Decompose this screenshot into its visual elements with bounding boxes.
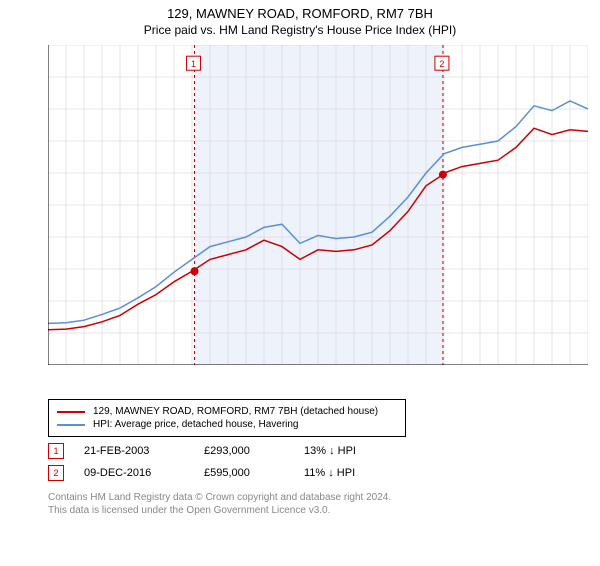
sale-marker-icon: 2 — [48, 465, 64, 481]
legend-swatch — [57, 411, 85, 413]
chart-title: 129, MAWNEY ROAD, ROMFORD, RM7 7BH — [0, 6, 600, 21]
legend-swatch — [57, 424, 85, 426]
chart-container: 129, MAWNEY ROAD, ROMFORD, RM7 7BH Price… — [0, 6, 600, 566]
chart-area: £0£100K£200K£300K£400K£500K£600K£700K£80… — [48, 45, 588, 395]
attribution: Contains HM Land Registry data © Crown c… — [48, 491, 600, 517]
sale-marker-icon: 1 — [48, 443, 64, 459]
svg-text:2: 2 — [439, 59, 444, 69]
attribution-line-1: Contains HM Land Registry data © Crown c… — [48, 491, 600, 504]
attribution-line-2: This data is licensed under the Open Gov… — [48, 504, 600, 517]
sale-delta: 11% ↓ HPI — [304, 467, 355, 479]
sale-date: 21-FEB-2003 — [84, 445, 184, 457]
legend-item: HPI: Average price, detached house, Have… — [57, 419, 397, 430]
legend: 129, MAWNEY ROAD, ROMFORD, RM7 7BH (deta… — [48, 399, 406, 437]
sale-row: 2 09-DEC-2016 £595,000 11% ↓ HPI — [48, 465, 600, 481]
sale-price: £595,000 — [204, 467, 284, 479]
legend-label: HPI: Average price, detached house, Have… — [93, 419, 299, 430]
sale-row: 1 21-FEB-2003 £293,000 13% ↓ HPI — [48, 443, 600, 459]
sale-price: £293,000 — [204, 445, 284, 457]
svg-text:1: 1 — [191, 59, 196, 69]
line-chart: £0£100K£200K£300K£400K£500K£600K£700K£80… — [48, 45, 588, 365]
sale-delta: 13% ↓ HPI — [304, 445, 356, 457]
legend-item: 129, MAWNEY ROAD, ROMFORD, RM7 7BH (deta… — [57, 406, 397, 417]
sale-date: 09-DEC-2016 — [84, 467, 184, 479]
legend-label: 129, MAWNEY ROAD, ROMFORD, RM7 7BH (deta… — [93, 406, 378, 417]
chart-subtitle: Price paid vs. HM Land Registry's House … — [0, 23, 600, 37]
